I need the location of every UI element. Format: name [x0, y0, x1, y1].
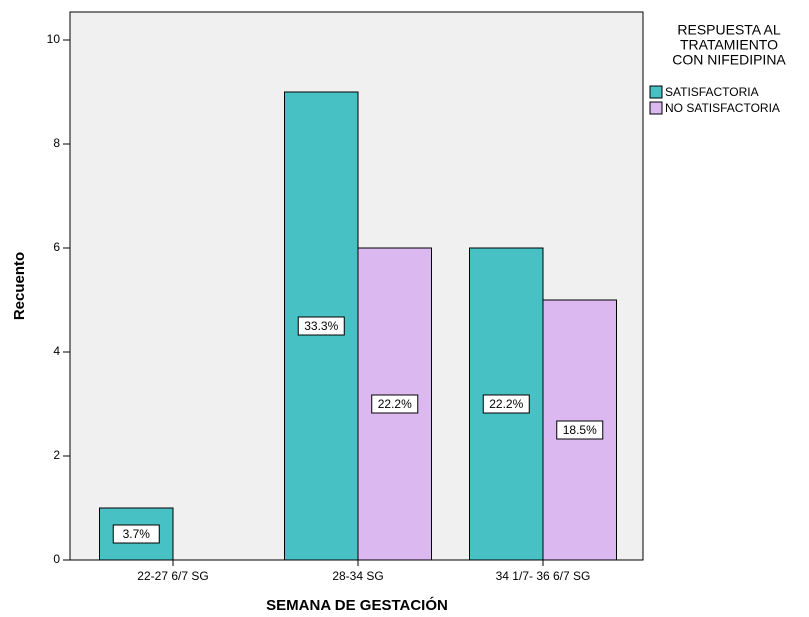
y-axis-label: Recuento — [11, 252, 28, 320]
legend-swatch — [649, 85, 663, 99]
x-tick-label: 22-27 6/7 SG — [137, 569, 208, 583]
bar — [542, 299, 617, 561]
y-tick-label: 2 — [53, 448, 60, 462]
legend-label: NO SATISFACTORIA — [665, 101, 780, 115]
value-label: 22.2% — [489, 397, 523, 411]
value-label: 18.5% — [563, 423, 597, 437]
x-tick-label: 28-34 SG — [332, 569, 383, 583]
legend-title: CON NIFEDIPINA — [672, 52, 786, 68]
value-label: 3.7% — [123, 527, 151, 541]
legend-label: SATISFACTORIA — [665, 85, 759, 99]
y-tick-label: 6 — [53, 240, 60, 254]
x-tick-label: 34 1/7- 36 6/7 SG — [496, 569, 591, 583]
legend-title: TRATAMIENTO — [680, 37, 778, 53]
y-tick-label: 8 — [53, 136, 60, 150]
value-label: 33.3% — [304, 319, 338, 333]
value-label-box — [371, 394, 419, 414]
value-label-box — [556, 420, 604, 440]
value-label-box — [482, 394, 530, 414]
legend-swatch — [649, 101, 663, 115]
y-tick-label: 4 — [53, 344, 60, 358]
legend-title: RESPUESTA AL — [677, 22, 780, 38]
value-label: 22.2% — [378, 397, 412, 411]
y-tick-label: 10 — [47, 32, 61, 46]
y-tick-label: 0 — [53, 552, 60, 566]
value-label-box — [297, 316, 345, 336]
x-axis-label: SEMANA DE GESTACIÓN — [266, 596, 448, 614]
value-label-box — [112, 524, 160, 544]
